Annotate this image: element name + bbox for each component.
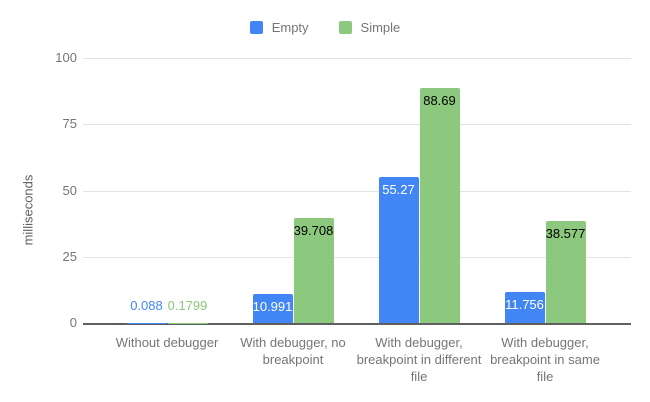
bar-group: 10.991 39.708	[230, 58, 356, 323]
bar-value-label: 11.756	[505, 296, 544, 312]
x-category-label: With debugger, no breakpoint	[240, 335, 346, 367]
bar	[545, 220, 586, 323]
bar	[378, 176, 419, 323]
bar-value-label: 39.708	[293, 222, 334, 238]
gridline	[83, 124, 631, 126]
gridline	[83, 190, 631, 192]
y-tick-label: 25	[62, 248, 77, 264]
bar-value-label: 0.088	[130, 297, 163, 313]
x-category-label: With debugger, breakpoint in different f…	[356, 335, 482, 384]
x-category-label: Without debugger	[115, 335, 219, 350]
bar-value-label: 0.1799	[167, 297, 208, 313]
y-tick-label: 100	[55, 50, 77, 65]
bar-group: 55.27 88.69	[356, 58, 482, 323]
bar	[504, 291, 545, 323]
legend-swatch-empty-icon	[249, 21, 263, 34]
legend-item-simple: Simple	[338, 20, 401, 35]
x-axis-line	[83, 323, 631, 325]
legend-item-empty: Empty	[249, 20, 309, 35]
bar-value-label: 38.577	[545, 225, 586, 241]
y-tick-label: 0	[69, 315, 77, 330]
y-tick-label: 50	[62, 182, 77, 198]
legend-label-empty: Empty	[271, 20, 309, 35]
gridline	[83, 256, 631, 258]
legend-swatch-simple-icon	[338, 21, 352, 34]
y-tick-label: 75	[62, 116, 77, 132]
bar-value-label: 55.27	[382, 181, 415, 197]
gridline	[83, 58, 631, 59]
bar	[419, 87, 460, 323]
bar	[252, 293, 293, 323]
bar-value-label: 88.69	[423, 92, 456, 108]
bar-group: 11.756 38.577	[482, 58, 608, 323]
bar-group: 0.088 0.1799	[104, 58, 230, 323]
bar	[293, 217, 334, 323]
legend: Empty Simple	[0, 20, 650, 35]
x-category-label: With debugger, breakpoint in same file	[490, 335, 600, 384]
bar-value-label: 10.991	[252, 298, 293, 314]
legend-label-simple: Simple	[360, 20, 401, 35]
